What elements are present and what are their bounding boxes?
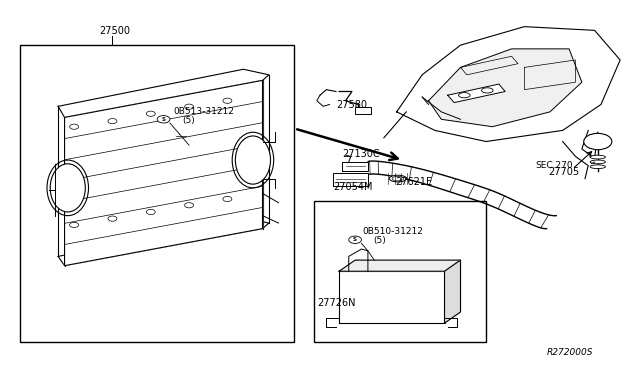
Polygon shape xyxy=(342,162,368,171)
Bar xyxy=(20,45,294,341)
Text: SEC.270: SEC.270 xyxy=(536,161,573,170)
Circle shape xyxy=(584,134,612,150)
Circle shape xyxy=(157,116,170,123)
Ellipse shape xyxy=(459,93,470,98)
Text: 0B510-31212: 0B510-31212 xyxy=(363,227,424,236)
Polygon shape xyxy=(448,84,505,103)
Text: S: S xyxy=(161,117,166,122)
Text: R272000S: R272000S xyxy=(547,347,593,357)
Text: (5): (5) xyxy=(182,116,195,125)
Circle shape xyxy=(147,209,156,215)
Text: (5): (5) xyxy=(373,237,386,246)
Circle shape xyxy=(147,111,156,116)
Text: 0B513-31212: 0B513-31212 xyxy=(173,107,234,116)
Polygon shape xyxy=(445,260,461,323)
Polygon shape xyxy=(397,27,620,141)
Text: 27621E: 27621E xyxy=(396,177,433,187)
Circle shape xyxy=(223,196,232,202)
Ellipse shape xyxy=(392,176,404,181)
Text: S: S xyxy=(353,237,357,242)
Circle shape xyxy=(70,222,79,228)
Polygon shape xyxy=(65,80,262,266)
Text: 27054M: 27054M xyxy=(333,182,372,192)
Bar xyxy=(314,201,486,341)
Text: 27500: 27500 xyxy=(100,26,131,36)
Bar xyxy=(355,107,371,114)
Text: 27580: 27580 xyxy=(336,100,367,110)
Text: 27726N: 27726N xyxy=(317,298,355,308)
Circle shape xyxy=(184,203,193,208)
Ellipse shape xyxy=(236,136,271,184)
Ellipse shape xyxy=(590,155,605,159)
Circle shape xyxy=(349,236,362,243)
Ellipse shape xyxy=(481,88,493,93)
Polygon shape xyxy=(429,49,582,127)
Polygon shape xyxy=(339,260,461,271)
Text: 27130C: 27130C xyxy=(342,149,380,159)
Circle shape xyxy=(108,216,117,221)
Circle shape xyxy=(108,119,117,124)
Polygon shape xyxy=(339,271,445,323)
Circle shape xyxy=(70,124,79,129)
Ellipse shape xyxy=(590,160,605,164)
Ellipse shape xyxy=(389,175,406,182)
Ellipse shape xyxy=(50,164,85,212)
Ellipse shape xyxy=(590,165,605,169)
Text: 27705: 27705 xyxy=(548,167,580,177)
Polygon shape xyxy=(333,173,368,186)
Circle shape xyxy=(184,104,193,109)
Circle shape xyxy=(223,98,232,103)
